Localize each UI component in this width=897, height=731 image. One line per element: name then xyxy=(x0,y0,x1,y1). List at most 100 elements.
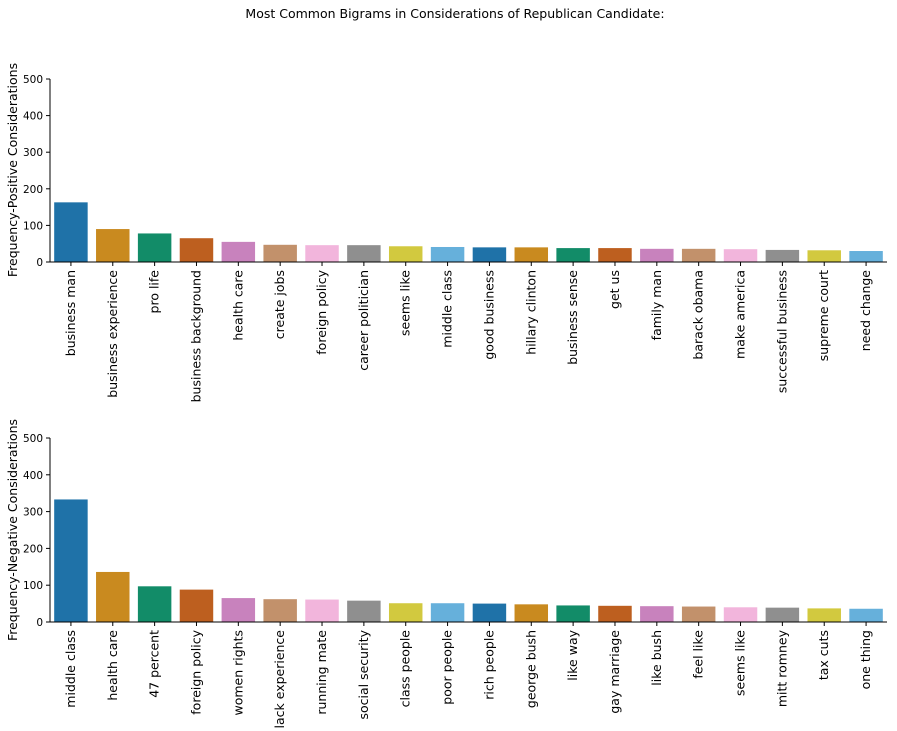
bar-negative-0 xyxy=(54,499,88,622)
x-tick-label-negative-7: social security xyxy=(356,629,371,719)
chart-positive: Frequency-Positive Considerations 0 100 20… xyxy=(5,63,887,402)
x-tick-label-positive-19: need change xyxy=(858,270,873,352)
x-tick-label-negative-4: women rights xyxy=(230,630,245,716)
x-tick-label-negative-12: like way xyxy=(565,629,580,680)
bar-positive-8 xyxy=(388,246,423,262)
x-tick-label-negative-13: gay marriage xyxy=(607,630,622,714)
bar-negative-16 xyxy=(723,607,758,622)
y-tick-label-negative-1: 100 xyxy=(23,580,43,592)
x-tick-label-positive-0: business man xyxy=(63,270,78,356)
x-tick-label-negative-17: mitt romney xyxy=(774,629,789,707)
x-tick-label-negative-14: like bush xyxy=(649,630,664,686)
x-tick-label-positive-15: barack obama xyxy=(691,270,706,360)
x-tick-label-negative-2: 47 percent xyxy=(147,630,162,698)
bar-positive-11 xyxy=(514,247,549,262)
x-tick-label-positive-7: career politician xyxy=(356,270,371,371)
y-axis-label-negative: Frequency-Negative Considerations xyxy=(5,419,20,641)
x-tick-label-negative-5: lack experience xyxy=(272,630,287,729)
bar-negative-10 xyxy=(472,603,507,622)
y-tick-label-positive-5: 500 xyxy=(23,74,43,86)
y-tick-label-negative-5: 500 xyxy=(23,433,43,445)
x-tick-label-positive-8: seems like xyxy=(398,270,413,336)
x-tick-label-negative-9: poor people xyxy=(440,630,455,705)
bar-negative-3 xyxy=(179,589,214,622)
bar-positive-12 xyxy=(556,248,590,262)
bar-negative-2 xyxy=(137,586,172,622)
x-tick-label-positive-17: successful business xyxy=(774,270,789,393)
x-tick-label-negative-19: one thing xyxy=(858,630,873,689)
y-ticks-negative: 0 100 200 300 400 500 xyxy=(23,433,50,629)
bar-positive-7 xyxy=(347,245,381,262)
chart-negative: Frequency-Negative Considerations 0 100 20… xyxy=(5,419,887,729)
y-tick-label-negative-0: 0 xyxy=(36,617,43,629)
y-tick-label-negative-4: 400 xyxy=(23,470,43,482)
bar-negative-8 xyxy=(388,603,423,622)
x-tick-label-negative-15: feel like xyxy=(691,630,706,679)
y-axis-label-positive: Frequency-Positive Considerations xyxy=(5,63,20,277)
x-tick-label-negative-18: tax cuts xyxy=(816,630,831,680)
bar-positive-10 xyxy=(472,247,507,262)
x-tick-label-positive-10: good business xyxy=(481,270,496,360)
x-tick-label-positive-6: foreign policy xyxy=(314,269,329,354)
x-tick-label-negative-1: health care xyxy=(105,630,120,701)
bar-positive-5 xyxy=(263,244,297,262)
x-tick-label-positive-14: family man xyxy=(649,270,664,340)
bar-positive-16 xyxy=(723,249,758,262)
y-tick-label-positive-2: 200 xyxy=(23,184,43,196)
bar-positive-2 xyxy=(137,233,172,262)
x-tick-label-negative-3: foreign policy xyxy=(188,629,203,714)
bar-positive-15 xyxy=(681,248,716,262)
bar-positive-17 xyxy=(765,249,800,262)
x-tick-label-positive-12: business sense xyxy=(565,270,580,365)
bar-negative-9 xyxy=(430,603,465,622)
bar-negative-5 xyxy=(263,599,297,622)
x-tick-label-negative-6: running mate xyxy=(314,630,329,715)
x-tick-label-positive-5: create jobs xyxy=(272,270,287,339)
y-tick-label-positive-4: 400 xyxy=(23,111,43,123)
x-tick-label-negative-8: class people xyxy=(398,630,413,708)
bar-positive-0 xyxy=(54,202,88,262)
x-tick-label-negative-10: rich people xyxy=(481,630,496,700)
bar-negative-14 xyxy=(640,606,674,622)
bar-positive-1 xyxy=(96,229,130,262)
y-tick-label-negative-2: 200 xyxy=(23,543,43,555)
x-tick-label-negative-11: george bush xyxy=(523,630,538,708)
x-tick-label-positive-11: hillary clinton xyxy=(523,270,538,355)
bar-positive-6 xyxy=(305,245,339,262)
bar-positive-19 xyxy=(849,251,883,262)
bar-negative-11 xyxy=(514,604,549,622)
x-tick-label-positive-3: business background xyxy=(188,270,203,402)
x-tick-label-positive-9: middle class xyxy=(440,270,455,348)
x-tick-label-negative-0: middle class xyxy=(63,630,78,708)
bar-positive-18 xyxy=(807,250,841,262)
bar-positive-9 xyxy=(430,246,465,262)
x-tick-label-positive-4: health care xyxy=(230,270,245,341)
x-tick-label-positive-18: supreme court xyxy=(816,270,831,361)
x-tick-label-positive-1: business experience xyxy=(105,270,120,398)
y-tick-label-positive-0: 0 xyxy=(36,257,43,269)
figure-title: Most Common Bigrams in Considerations of… xyxy=(245,6,664,21)
y-ticks-positive: 0 100 200 300 400 500 xyxy=(23,74,50,269)
bar-negative-7 xyxy=(347,600,381,622)
bar-positive-3 xyxy=(179,238,214,262)
bar-negative-18 xyxy=(807,608,841,622)
bars-positive xyxy=(54,202,883,262)
x-ticks-negative: middle class health care 47 percent foreign… xyxy=(63,622,873,729)
bars-negative xyxy=(54,499,883,622)
x-tick-label-positive-16: make america xyxy=(733,270,748,359)
bar-positive-13 xyxy=(598,248,632,262)
bar-negative-12 xyxy=(556,605,590,622)
bar-positive-4 xyxy=(221,241,256,262)
bar-positive-14 xyxy=(640,248,674,262)
x-ticks-positive: business man business experience pro life b… xyxy=(63,262,873,402)
bar-negative-1 xyxy=(96,571,130,622)
y-tick-label-negative-3: 300 xyxy=(23,507,43,519)
bar-negative-13 xyxy=(598,605,632,622)
x-tick-label-positive-13: get us xyxy=(607,270,622,309)
x-tick-label-negative-16: seems like xyxy=(733,630,748,696)
y-tick-label-positive-3: 300 xyxy=(23,147,43,159)
bar-negative-19 xyxy=(849,608,883,622)
bar-negative-4 xyxy=(221,598,256,622)
bar-negative-15 xyxy=(681,606,716,622)
